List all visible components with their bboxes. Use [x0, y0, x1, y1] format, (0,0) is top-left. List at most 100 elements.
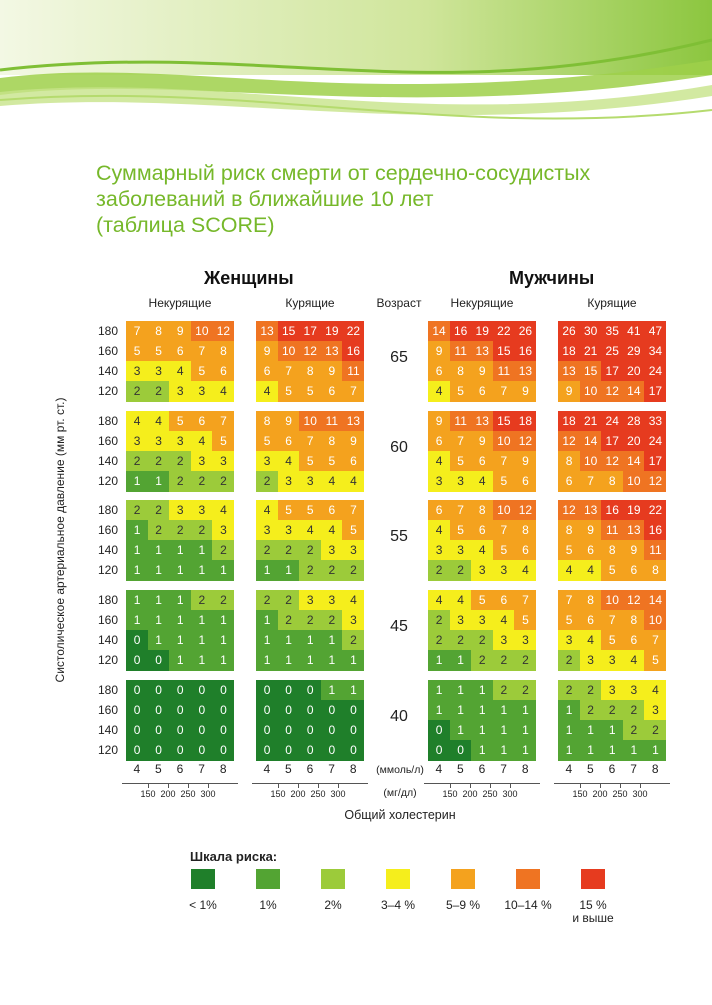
heatmap-cell: 34	[644, 341, 667, 362]
heatmap-cell: 17	[644, 451, 667, 472]
heatmap-cell: 2	[622, 700, 645, 721]
bp-label: 120	[97, 743, 118, 757]
heatmap-cell: 0	[169, 680, 192, 701]
heatmap-cell: 7	[449, 500, 472, 521]
x-tick-mmol: 8	[521, 762, 529, 776]
heatmap-cell: 1	[558, 700, 581, 721]
heatmap-cell: 6	[256, 361, 279, 382]
heatmap-cell: 10	[579, 381, 602, 402]
heatmap-cell: 11	[320, 411, 343, 432]
x-axis-line	[424, 783, 540, 784]
heatmap-cell: 11	[342, 361, 365, 382]
bp-label: 120	[97, 653, 118, 667]
heatmap-cell: 3	[126, 431, 149, 452]
heatmap-cell: 3	[449, 610, 472, 631]
x-tick-mg: 300	[502, 789, 518, 799]
heatmap-cell: 5	[190, 361, 213, 382]
heatmap-cell: 2	[212, 471, 235, 492]
heatmap-cell: 3	[644, 700, 667, 721]
heatmap-cell: 4	[277, 451, 300, 472]
bp-label: 140	[97, 723, 118, 737]
heatmap-cell: 3	[169, 381, 192, 402]
heatmap-cell: 13	[256, 321, 279, 342]
heatmap-cell: 12	[514, 431, 537, 452]
heatmap-cell: 4	[256, 500, 279, 521]
heatmap-cell: 3	[449, 540, 472, 561]
heatmap-cell: 7	[342, 500, 365, 521]
heatmap-cell: 10	[579, 451, 602, 472]
heatmap-cell: 3	[256, 451, 279, 472]
heatmap-cell: 6	[579, 610, 602, 631]
bp-label: 160	[97, 523, 118, 537]
x-tick-mg: 300	[200, 789, 216, 799]
heatmap-cell: 2	[277, 540, 300, 561]
legend-label: 1%	[259, 898, 277, 912]
bp-label: 160	[97, 613, 118, 627]
heatmap-cell: 8	[579, 590, 602, 611]
x-tick-mmol: 5	[587, 762, 594, 776]
heatmap-cell: 3	[579, 650, 602, 671]
heatmap-cell: 9	[514, 381, 537, 402]
heatmap-cell: 18	[558, 411, 581, 432]
heatmap-cell: 5	[342, 520, 365, 541]
x-axis-tickmark	[620, 783, 621, 788]
heatmap-cell: 2	[449, 560, 472, 581]
heatmap-cell: 7	[644, 630, 667, 651]
heatmap-cell: 8	[558, 520, 581, 541]
heatmap-cell: 4	[471, 540, 494, 561]
unit-mmol: (ммоль/л)	[376, 764, 424, 776]
heatmap-cell: 2	[449, 630, 472, 651]
heatmap-cell: 1	[277, 560, 300, 581]
heatmap-cell: 0	[320, 740, 343, 761]
heatmap-cell: 1	[147, 590, 170, 611]
heatmap-cell: 3	[428, 540, 451, 561]
heatmap-cell: 0	[126, 650, 149, 671]
heatmap-cell: 6	[342, 451, 365, 472]
heatmap-cell: 1	[190, 540, 213, 561]
heatmap-cell: 1	[190, 560, 213, 581]
heatmap-cell: 1	[601, 720, 624, 741]
x-axis-tickmark	[318, 783, 319, 788]
heatmap-cell: 2	[579, 700, 602, 721]
bp-label: 180	[97, 593, 118, 607]
heatmap-cell: 7	[342, 381, 365, 402]
x-axis-label: Общий холестерин	[344, 808, 456, 822]
heatmap-cell: 5	[449, 520, 472, 541]
legend-title: Шкала риска:	[190, 849, 278, 864]
heatmap-cell: 13	[342, 411, 365, 432]
heatmap-cell: 2	[169, 471, 192, 492]
x-axis-line	[554, 783, 670, 784]
heatmap-cell: 3	[126, 361, 149, 382]
heatmap-cell: 12	[558, 431, 581, 452]
heatmap-cell: 3	[169, 431, 192, 452]
heatmap-cell: 13	[558, 361, 581, 382]
heatmap-cell: 4	[169, 361, 192, 382]
heatmap-cell: 5	[299, 451, 322, 472]
heatmap-cell: 0	[126, 740, 149, 761]
heatmap-cell: 9	[471, 431, 494, 452]
heatmap-cell: 7	[492, 451, 515, 472]
heatmap-cell: 4	[492, 610, 515, 631]
heatmap-cell: 2	[256, 540, 279, 561]
heatmap-cell: 4	[212, 500, 235, 521]
heatmap-cell: 4	[147, 411, 170, 432]
heatmap-cell: 2	[342, 630, 365, 651]
heatmap-cell: 1	[147, 630, 170, 651]
x-tick-mmol: 7	[198, 762, 205, 776]
heatmap-cell: 0	[190, 740, 213, 761]
heatmap-cell: 8	[601, 471, 624, 492]
heatmap-cell: 14	[622, 451, 645, 472]
x-tick-mmol: 4	[435, 762, 443, 776]
heatmap-cell: 9	[471, 361, 494, 382]
heatmap-cell: 0	[277, 700, 300, 721]
heatmap-cell: 6	[428, 431, 451, 452]
heatmap-cell: 4	[126, 411, 149, 432]
heatmap-cell: 3	[601, 680, 624, 701]
heatmap-cell: 13	[471, 411, 494, 432]
heatmap-cell: 29	[622, 341, 645, 362]
x-tick-mmol: 6	[176, 762, 184, 776]
heatmap-cell: 7	[126, 321, 149, 342]
heatmap-cell: 9	[579, 520, 602, 541]
heatmap-cell: 0	[147, 700, 170, 721]
heatmap-cell: 1	[342, 680, 365, 701]
